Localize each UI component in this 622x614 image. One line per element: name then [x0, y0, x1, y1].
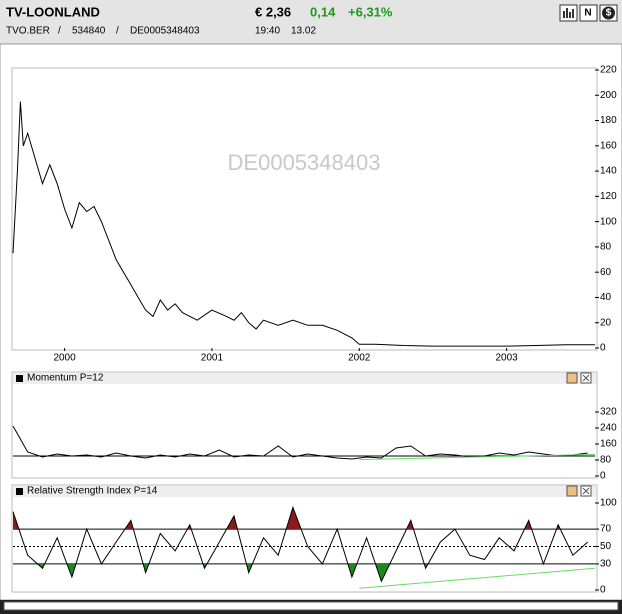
x-tick-label: 2002 [348, 353, 371, 364]
y-tick-label: 140 [600, 166, 617, 177]
legend-marker [16, 488, 23, 495]
chart-icon[interactable] [559, 4, 578, 22]
plot-frame [11, 484, 598, 593]
pane-close-x [582, 374, 590, 382]
y-tick-label: 60 [600, 267, 612, 278]
y-tick-label: 160 [600, 439, 617, 450]
y-tick-label: 30 [600, 559, 612, 570]
dollar-icon-label: $ [606, 8, 612, 19]
header-bg [0, 0, 622, 44]
y-tick-label: 0 [600, 471, 606, 482]
y-tick-label: 100 [600, 216, 617, 227]
y-tick-label: 320 [600, 407, 617, 418]
pane-header [13, 373, 596, 384]
pane-settings[interactable] [566, 485, 578, 497]
trendline [359, 453, 596, 461]
y-tick-label: 200 [600, 90, 617, 101]
pane-header [13, 486, 596, 497]
dollar-icon[interactable]: $ [599, 4, 618, 22]
chart-area [0, 43, 622, 601]
y-tick-label: 80 [600, 242, 612, 253]
pane-close-x [582, 487, 590, 495]
y-tick-label: 0 [600, 585, 606, 596]
x-tick-label: 2000 [53, 353, 76, 364]
y-tick-label: 220 [600, 65, 617, 76]
y-tick-label: 40 [600, 292, 612, 303]
price-line [12, 101, 595, 347]
y-tick-label: 70 [600, 524, 612, 535]
pane-settings[interactable] [566, 372, 578, 384]
isin: DE0005348403 [130, 26, 200, 37]
y-tick-label: 80 [600, 455, 612, 466]
price: € 2,36 [255, 4, 291, 19]
trendline [359, 567, 596, 589]
legend-marker [16, 375, 23, 382]
y-tick-label: 160 [600, 140, 617, 151]
separator: / [116, 26, 119, 37]
date: 13.02 [291, 26, 316, 37]
symbol: TVO.BER [6, 26, 50, 37]
price-line [12, 505, 588, 583]
news-icon-label: N [584, 8, 591, 19]
legend-label: Relative Strength Index P=14 [27, 486, 158, 497]
plot-frame [11, 67, 598, 351]
y-tick-label: 240 [600, 423, 617, 434]
y-tick-label: 120 [600, 191, 617, 202]
scrollbar[interactable] [3, 601, 619, 611]
change-percent: +6,31% [348, 4, 393, 19]
x-tick-label: 2003 [495, 353, 518, 364]
y-tick-label: 180 [600, 115, 617, 126]
watermark: DE0005348403 [228, 150, 381, 175]
price-line [12, 425, 588, 460]
plot-frame [11, 371, 598, 479]
y-tick-label: 50 [600, 541, 612, 552]
change: 0,14 [310, 4, 336, 19]
stock-name: TV-LOONLAND [6, 4, 100, 19]
y-tick-label: 100 [600, 498, 617, 509]
wkn: 534840 [72, 26, 106, 37]
y-tick-label: 20 [600, 317, 612, 328]
separator: / [58, 26, 61, 37]
time: 19:40 [255, 26, 280, 37]
overbought-area [13, 507, 588, 530]
y-tick-label: 0 [600, 343, 606, 354]
news-icon[interactable]: N [579, 4, 598, 22]
legend-label: Momentum P=12 [27, 373, 104, 384]
x-tick-label: 2001 [201, 353, 224, 364]
